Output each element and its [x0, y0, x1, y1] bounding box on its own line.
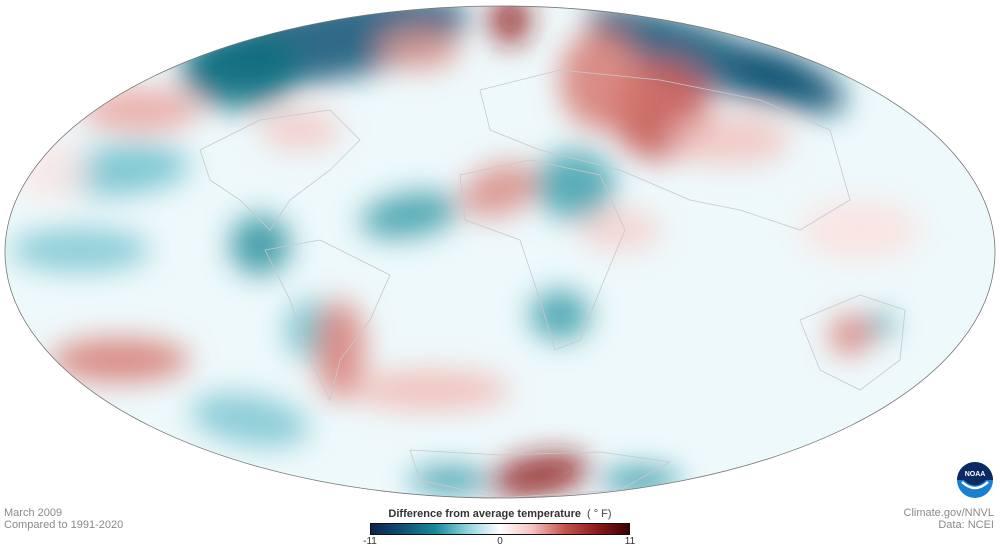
- anomaly-region: [380, 30, 460, 70]
- anomaly-region: [535, 150, 615, 220]
- anomaly-region: [490, 453, 590, 497]
- map-date-caption: March 2009 Compared to 1991-2020: [4, 507, 123, 531]
- anomaly-region: [868, 313, 892, 337]
- land-outline: [799, 294, 906, 391]
- anomaly-region: [180, 30, 300, 110]
- legend-min-label: -11: [363, 536, 377, 547]
- anomaly-region: [230, 215, 290, 275]
- anomaly-region: [670, 115, 790, 165]
- legend-mid-label: 0: [497, 536, 503, 547]
- anomaly-region: [734, 45, 846, 115]
- anomaly-region: [580, 210, 660, 250]
- anomaly-region: [600, 468, 680, 492]
- anomaly-region: [530, 290, 590, 340]
- legend-title: Difference from average temperature ( ° F…: [370, 508, 630, 520]
- anomaly-region: [360, 191, 460, 239]
- land-outline: [479, 69, 851, 231]
- legend-unit: ( ° F): [587, 508, 612, 520]
- anomaly-region: [10, 228, 150, 272]
- anomaly-region: [315, 300, 365, 400]
- anomaly-region: [190, 393, 310, 447]
- anomaly-region: [830, 315, 870, 355]
- credits: Climate.gov/NNVL Data: NCEI: [904, 507, 994, 531]
- anomaly-region: [800, 200, 920, 260]
- noaa-logo: NOAA: [957, 462, 993, 498]
- anomaly-region: [350, 370, 510, 410]
- map-date: March 2009: [4, 507, 63, 519]
- anomaly-region: [260, 110, 340, 150]
- anomaly-region: [461, 162, 539, 218]
- temperature-anomaly-map: [4, 5, 996, 499]
- anomaly-region: [80, 88, 200, 132]
- land-outline: [199, 109, 361, 231]
- noaa-logo-text: NOAA: [965, 471, 986, 478]
- anomaly-region: [490, 6, 530, 45]
- land-outline: [409, 449, 672, 498]
- data-credit: Data: NCEI: [938, 519, 994, 531]
- legend-title-text: Difference from average temperature: [388, 508, 581, 520]
- color-legend: Difference from average temperature ( ° F…: [363, 508, 635, 547]
- legend-max-label: 11: [624, 536, 636, 547]
- anomaly-region: [560, 30, 640, 130]
- map-outline: [4, 5, 996, 499]
- anomaly-region: [410, 468, 490, 492]
- anomaly-region: [50, 338, 190, 382]
- source-credit: Climate.gov/NNVL: [903, 507, 994, 519]
- baseline-period: Compared to 1991-2020: [4, 519, 124, 531]
- land-outline: [459, 159, 626, 351]
- land-outline: [264, 239, 391, 402]
- legend-color-bar: [370, 523, 630, 535]
